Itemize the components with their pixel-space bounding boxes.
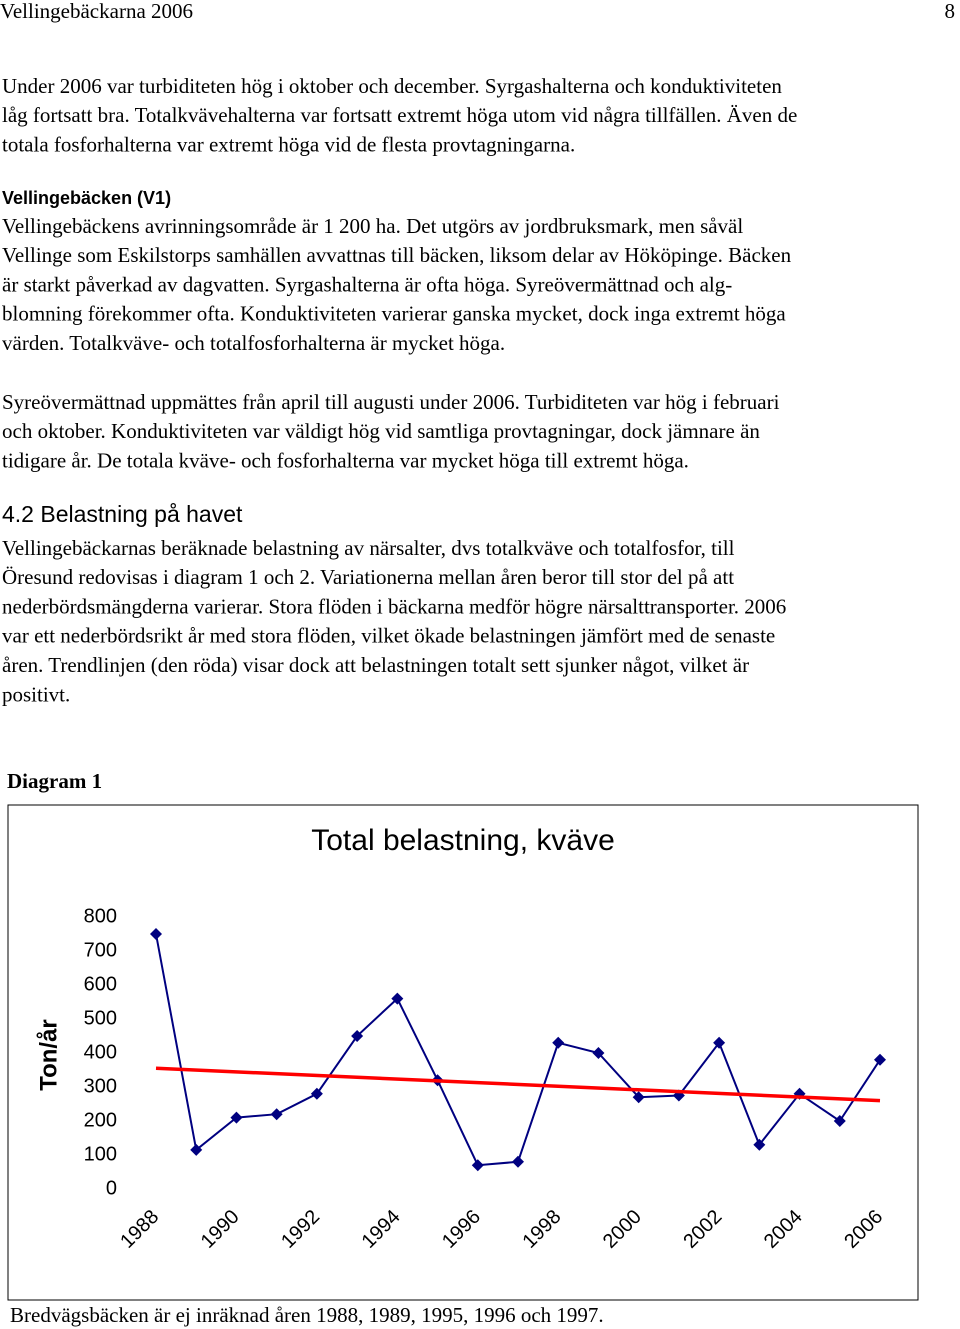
data-point [150,928,162,940]
data-point [230,1111,243,1124]
data-point [512,1155,524,1168]
text-line: totala fosforhalterna var extremt höga v… [2,132,575,156]
footnote: Bredvägsbäcken är ej inräknad åren 1988,… [10,1303,604,1327]
y-tick-label: 600 [84,973,117,995]
section-heading: 4.2 Belastning på havet [2,501,243,527]
y-tick-label: 0 [106,1177,117,1199]
text-line: Öresund redovisas i diagram 1 och 2. Var… [2,565,734,589]
data-point [391,992,404,1005]
data-point [833,1115,846,1127]
text-line: och oktober. Konduktiviteten var väldigt… [2,419,760,443]
text-line: åren. Trendlinjen (den röda) visar dock … [2,653,749,677]
text-line: Under 2006 var turbiditeten hög i oktobe… [2,74,782,98]
y-axis-label: Ton/år [35,1019,62,1091]
y-tick-label: 200 [84,1109,117,1131]
data-point [310,1087,323,1100]
text-line: är starkt påverkad av dagvatten. Syrgash… [2,272,732,296]
subheading: Vellingebäcken (V1) [2,188,171,208]
chart-title: Total belastning, kväve [311,824,615,857]
text-line: värden. Totalkväve- och totalfosforhalte… [2,331,505,355]
text-line: Syreövermättnad uppmättes från april til… [2,390,780,414]
text-line: Vellingebäckarnas beräknade belastning a… [2,536,735,560]
data-point [713,1036,726,1049]
text-line: var ett nederbördsrikt år med stora flöd… [2,624,775,648]
y-tick-label: 100 [84,1143,117,1165]
text-line: Vellinge som Eskilstorps samhällen avvat… [2,243,792,267]
text-line: Vellingebäckens avrinningsområde är 1 20… [2,214,743,238]
data-point [753,1138,766,1151]
data-point [592,1047,605,1059]
y-tick-label: 800 [84,905,117,927]
text-line: positivt. [2,682,70,706]
data-point [552,1036,565,1049]
diagram-label: Diagram 1 [7,769,102,793]
y-tick-label: 400 [84,1041,117,1063]
page-number: 8 [945,0,956,23]
text-line: tidigare år. De totala kväve- och fosfor… [2,448,689,472]
trend-line [155,1066,881,1103]
data-point [632,1091,645,1104]
data-point [351,1030,364,1042]
header-title: Vellingebäckarna 2006 [0,0,193,23]
y-tick-label: 300 [84,1075,117,1097]
text-line: låg fortsatt bra. Totalkvävehalterna var… [2,103,797,127]
data-point [874,1053,886,1066]
data-point [190,1143,203,1156]
chart-frame [7,804,919,1301]
text-line: nederbördsmängderna varierar. Stora flöd… [2,594,786,618]
data-point [270,1108,283,1121]
y-tick-label: 500 [84,1007,117,1029]
y-tick-label: 700 [84,939,117,961]
text-line: blomning förekommer ofta. Konduktivitete… [2,302,786,326]
data-point [471,1159,484,1172]
